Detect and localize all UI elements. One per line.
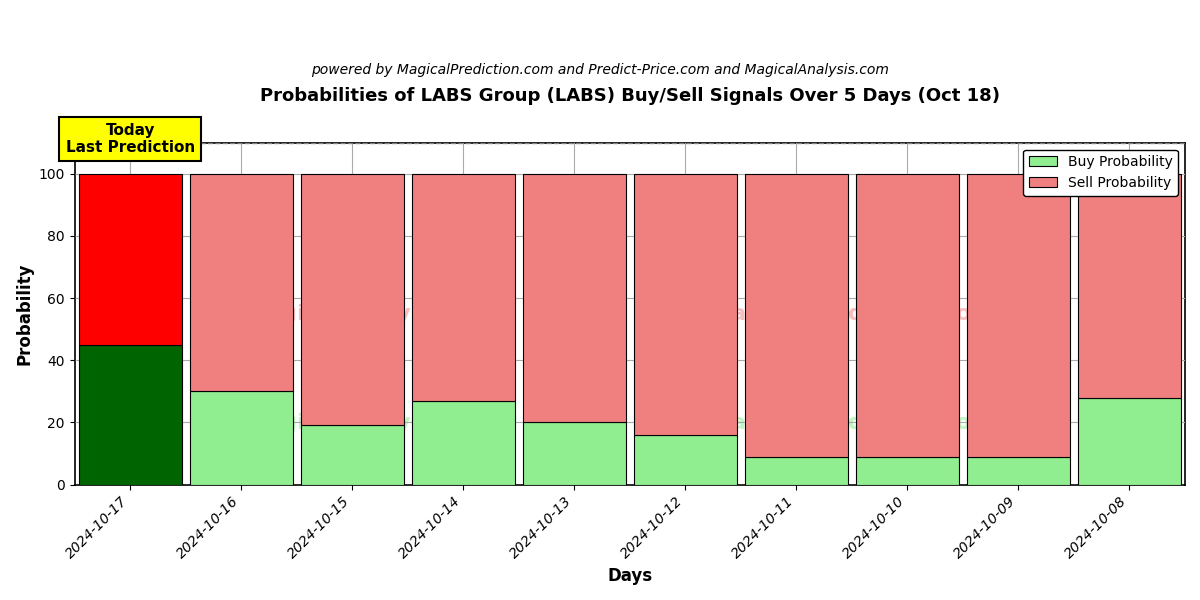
Bar: [745, 174, 848, 457]
Title: Probabilities of LABS Group (LABS) Buy/Sell Signals Over 5 Days (Oct 18): Probabilities of LABS Group (LABS) Buy/S…: [260, 87, 1000, 105]
Bar: [523, 422, 626, 485]
Text: MagicalAnalysis.com: MagicalAnalysis.com: [244, 413, 505, 433]
Bar: [967, 174, 1070, 457]
Bar: [78, 344, 182, 485]
Bar: [967, 457, 1070, 485]
Text: MagicalPrediction.com: MagicalPrediction.com: [709, 304, 995, 323]
Bar: [78, 174, 182, 344]
Text: powered by MagicalPrediction.com and Predict-Price.com and MagicalAnalysis.com: powered by MagicalPrediction.com and Pre…: [311, 63, 889, 77]
Bar: [301, 174, 404, 425]
Bar: [856, 457, 959, 485]
Bar: [190, 174, 293, 391]
Bar: [856, 174, 959, 457]
Bar: [412, 174, 515, 401]
Bar: [190, 391, 293, 485]
Bar: [301, 425, 404, 485]
X-axis label: Days: Days: [607, 567, 653, 585]
Y-axis label: Probability: Probability: [16, 262, 34, 365]
Text: MagicalAnalysis.com: MagicalAnalysis.com: [244, 304, 505, 323]
Legend: Buy Probability, Sell Probability: Buy Probability, Sell Probability: [1024, 149, 1178, 196]
Bar: [523, 174, 626, 422]
Text: MagicalPrediction.com: MagicalPrediction.com: [709, 413, 995, 433]
Bar: [634, 435, 737, 485]
Bar: [1078, 398, 1181, 485]
Bar: [412, 401, 515, 485]
Text: Today
Last Prediction: Today Last Prediction: [66, 122, 194, 155]
Bar: [634, 174, 737, 435]
Bar: [1078, 174, 1181, 398]
Bar: [745, 457, 848, 485]
